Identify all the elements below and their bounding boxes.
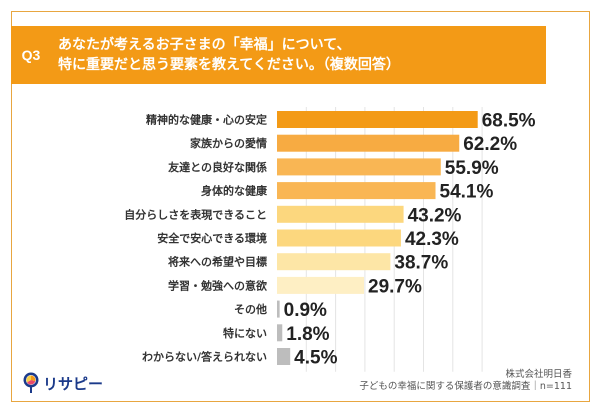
chart-frame [11, 11, 590, 402]
question-title-line-1: あなたが考えるお子さまの「幸福」について、 [58, 37, 351, 53]
bars [277, 111, 478, 365]
category-label: 将来への希望や目標 [168, 255, 267, 269]
bar [277, 182, 436, 200]
logo-text: リサピー [43, 374, 104, 393]
value-label: 68.5% [482, 111, 536, 132]
bar [277, 276, 365, 294]
value-label: 0.9% [284, 300, 327, 321]
category-label: 身体的な健康 [201, 184, 268, 198]
bar [277, 324, 283, 342]
value-label: 62.2% [463, 134, 517, 155]
category-label: 家族からの愛情 [190, 136, 267, 150]
question-title: あなたが考えるお子さまの「幸福」について、 特に重要だと思う要素を教えてください… [44, 26, 546, 84]
category-label: わからない/答えられない [142, 350, 267, 364]
question-title-line-2: 特に重要だと思う要素を教えてください。（複数回答） [58, 57, 400, 73]
bar [277, 205, 404, 223]
bar [277, 253, 391, 271]
category-label: 特にない [223, 326, 267, 340]
bar [277, 158, 441, 176]
value-label: 43.2% [408, 205, 462, 226]
bar [277, 111, 478, 128]
source-survey: 子どもの幸福に関する保護者の意識調査｜n=111 [359, 381, 572, 392]
bar [277, 300, 280, 318]
bar [277, 134, 460, 152]
value-label: 54.1% [440, 182, 494, 203]
category-label: 安全で安心できる環境 [157, 231, 267, 245]
category-label: 自分らしさを表現できること [124, 207, 267, 221]
value-labels: 68.5%62.2% 55.9% 54.1%43.2% 42.3% 38.7%29.7%… [284, 111, 536, 369]
category-label: その他 [234, 302, 267, 316]
bar [277, 348, 291, 365]
pin-chart-icon [23, 372, 39, 393]
value-label: 38.7% [394, 253, 448, 274]
question-number: Q3 [21, 47, 41, 63]
category-label: 精神的な健康・心の安定 [146, 113, 267, 127]
bar [277, 229, 401, 247]
category-label: 学習・勉強への意欲 [168, 278, 267, 292]
brand-logo: リサピー [22, 372, 103, 394]
value-label: 29.7% [368, 276, 422, 297]
source-note: 株式会社明日香 子どもの幸福に関する保護者の意識調査｜n=111 [359, 369, 572, 393]
value-label: 1.8% [286, 324, 329, 345]
value-label: 55.9% [445, 158, 499, 179]
category-label: 友達との良好な関係 [168, 160, 267, 174]
source-company: 株式会社明日香 [505, 369, 572, 380]
value-label: 4.5% [294, 348, 337, 369]
category-labels: 精神的な健康・心の安定家族からの愛情友達との良好な関係身体的な健康自分らしさを表… [124, 113, 268, 364]
value-label: 42.3% [405, 229, 459, 250]
